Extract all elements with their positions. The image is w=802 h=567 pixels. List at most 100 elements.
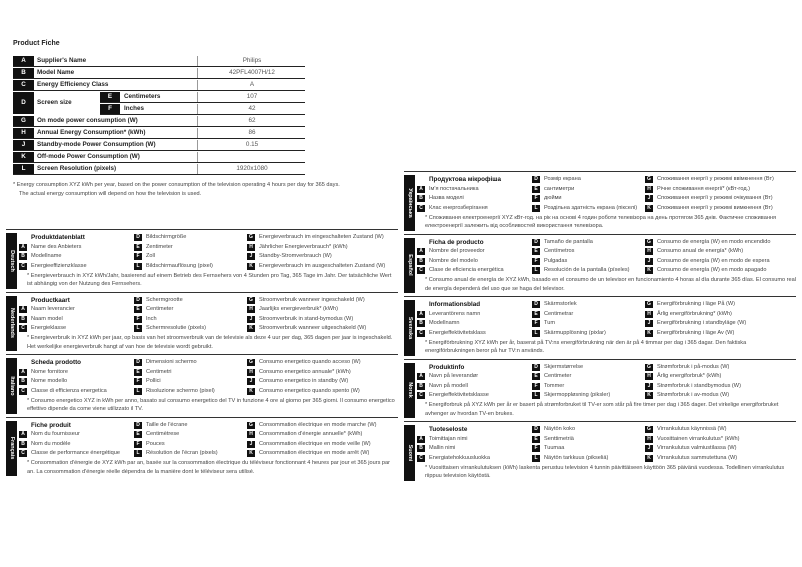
fiche-item: B Назва моделі: [417, 194, 529, 203]
fiche-item: H Consumo energetico annuale* (kWh): [247, 368, 398, 377]
letter-e-badge: E: [532, 185, 540, 193]
table-row: L Screen Resolution (pixels) 1920x1080: [13, 164, 305, 175]
fiche-item: G Споживання енергії у режимі ввімкнення …: [645, 175, 796, 184]
letter-d-badge: D: [532, 426, 540, 433]
row-value: 42: [197, 104, 306, 114]
letter-k-badge: K: [247, 450, 255, 457]
fiche-item: A Toimittajan nimi: [417, 435, 529, 444]
row-value: Philips: [197, 56, 306, 66]
letter-b-badge: B: [19, 315, 27, 323]
fiche-item: H Årlig energiförbrukning* (kWh): [645, 310, 796, 319]
item-label: Naam leverancier: [31, 306, 75, 312]
letter-e-badge: E: [134, 243, 142, 251]
letter-b-badge: B: [417, 320, 425, 327]
fiche-item: L Risoluzione schermo (pixel): [134, 387, 244, 396]
item-label: Consumo de energía (W) en modo apagado: [657, 267, 767, 273]
item-label: Centimètrese: [146, 431, 180, 437]
fiche-item: H Vuosittainen virrankulutus* (kWh): [645, 435, 796, 444]
fiche-item: B Navn på modell: [417, 382, 529, 391]
item-label: Energieeffizienzklasse: [31, 262, 87, 269]
item-label: Näytön koko: [544, 426, 576, 432]
language-name: Українська: [406, 187, 413, 218]
item-label: Centimeter: [544, 373, 572, 379]
footnote-line-1: * Energy consumption XYZ kWh per year, b…: [13, 182, 340, 188]
letter-d-badge: D: [134, 296, 142, 304]
item-label: Клас енергозберігання: [429, 204, 488, 211]
row-letter: C: [13, 80, 34, 90]
item-label: Nombre del modelo: [429, 257, 478, 264]
fiche-item: D Schermgrootte: [134, 296, 244, 305]
item-label: Consumo energetico quando spento (W): [259, 387, 360, 394]
row-letter: F: [100, 104, 120, 114]
letter-h-badge: H: [645, 248, 653, 255]
language-name: Suomi: [406, 444, 413, 462]
fiche-item: D Dimensioni schermo: [134, 358, 244, 367]
letter-e-badge: E: [532, 373, 540, 380]
fiche-item: H Річне споживання енергії* (кВт-год.): [645, 185, 796, 194]
letter-l-badge: L: [134, 450, 142, 457]
fiche-item: J Consumo de energía (W) en modo de esper…: [645, 257, 796, 266]
fiche-item: L Skärmupplösning (pixlar): [532, 329, 642, 338]
item-label: Consumo de energía (W) en modo encendido: [657, 238, 771, 245]
letter-e-badge: E: [532, 310, 540, 318]
item-label: Resolución de la pantalla (píxeles): [544, 267, 630, 273]
item-label: Energieklasse: [31, 325, 67, 331]
row-label: Inches: [124, 105, 144, 112]
item-label: Navn på leverandør: [429, 373, 479, 379]
fiche-item: G Energieverbrauch im eingeschalteten Zus…: [247, 233, 398, 242]
item-label: Consommation électrique en mode veille (…: [259, 440, 371, 447]
letter-a-badge: A: [19, 431, 27, 438]
item-label: Energieverbrauch im ausgeschalteten Zust…: [259, 262, 386, 269]
fiche-item: L Resolución de la pantalla (píxeles): [532, 266, 642, 275]
letter-j-badge: J: [645, 445, 653, 452]
language-block-svenska: Svenska Informationsblad D Skärmstorlek G Ene…: [404, 296, 796, 359]
item-label: Tuumaa: [544, 445, 565, 451]
item-label: Consommation d'énergie annuelle* (kWh): [259, 431, 363, 437]
letter-j-badge: J: [247, 253, 255, 260]
table-row: G On mode power consumption (W) 62: [13, 116, 305, 127]
fiche-item: L Skjermoppløsning (piksler): [532, 391, 642, 400]
fiche-item: G Consommation électrique en mode marche …: [247, 421, 398, 430]
item-label: Stroomverbruik in stand-bymodus (W): [259, 315, 354, 322]
fiche-item: A Nome fornitore: [19, 368, 131, 377]
fiche-item: J Consommation électrique en mode veille …: [247, 440, 398, 449]
fiche-item: B Modellnamn: [417, 319, 529, 328]
block-grid: Informationsblad D Skärmstorlek G Energiförb…: [417, 300, 796, 338]
block-content: Productkaart D Schermgrootte G Stroomverbrui…: [19, 296, 398, 352]
letter-c-badge: C: [19, 387, 27, 395]
language-block-norsk: Norsk Produktinfo D Skjermstørrelse G Strømfo…: [404, 358, 796, 422]
letter-g-badge: G: [645, 238, 653, 246]
language-name: Norsk: [406, 382, 413, 399]
fiche-item: G Consumo de energía (W) en modo encendid…: [645, 238, 796, 247]
block-content: Scheda prodotto D Dimensioni schermo G Consu…: [19, 358, 398, 414]
letter-f-badge: F: [134, 378, 142, 385]
letter-d-badge: D: [134, 359, 142, 366]
row-label: Energy Efficiency Class: [37, 81, 109, 88]
item-label: Nom du fournisseur: [31, 431, 80, 437]
language-tab: Español: [404, 237, 415, 293]
block-grid: Produktinfo D Skjermstørrelse G Strømforbruk…: [417, 363, 796, 401]
letter-d-badge: D: [532, 238, 540, 246]
item-label: Schermgrootte: [146, 296, 183, 303]
letter-k-badge: K: [247, 387, 255, 395]
item-label: Stroomverbruik wanneer ingeschakeld (W): [259, 296, 365, 303]
block-content: Продуктова мікрофіша D Розмір екрана G Спожи…: [417, 175, 796, 231]
letter-l-badge: L: [532, 204, 540, 212]
fiche-item: K Consumo de energía (W) en modo apagado: [645, 266, 796, 275]
fiche-item: B Nombre del modelo: [417, 257, 529, 266]
letter-j-badge: J: [645, 320, 653, 327]
letter-g-badge: G: [247, 421, 255, 429]
language-block-deutsch: Deutsch Produktdatenblatt D Bildschirmgröße…: [6, 229, 398, 292]
fiche-item: J Strømforbruk i standbymodus (W): [645, 382, 796, 391]
block-title: Informationsblad: [429, 301, 481, 308]
fiche-item: D Skjermstørrelse: [532, 363, 642, 372]
fiche-item: E Centimeter: [134, 305, 244, 314]
letter-f-badge: F: [532, 445, 540, 452]
item-label: Centimetri: [146, 368, 172, 375]
letter-a-badge: A: [417, 310, 425, 318]
block-footnote: * Vuosittaisen virrankulutuksen (kWh) la…: [425, 464, 785, 480]
letter-e-badge: E: [532, 435, 540, 443]
fiche-item: L Schermresolutie (pixels): [134, 324, 244, 333]
fiche-item: L Näytön tarkkuus (pikseliä): [532, 454, 642, 463]
item-label: Classe de performance énergétique: [31, 450, 120, 456]
